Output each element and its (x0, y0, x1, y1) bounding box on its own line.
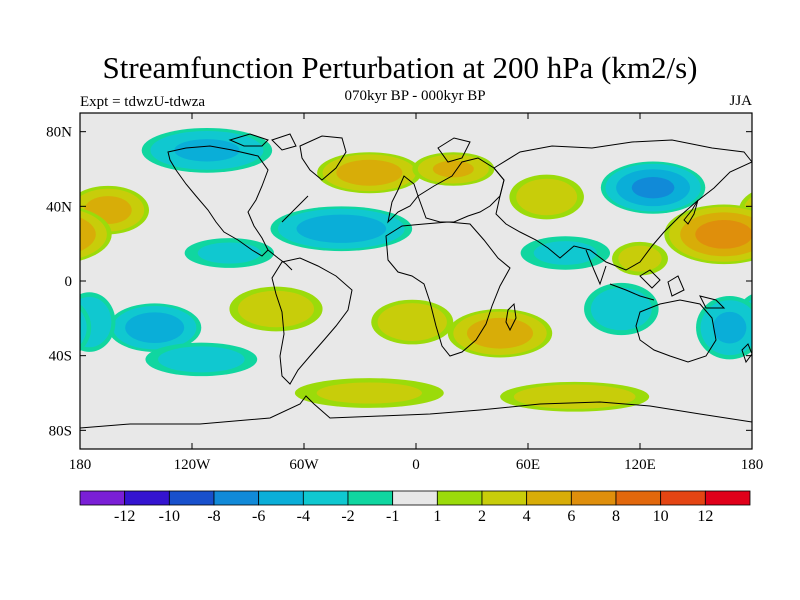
anomaly-contour-15-2 (712, 311, 747, 344)
colorbar-box-11 (570, 490, 617, 506)
x-tick-label-6: 180 (741, 457, 764, 473)
colorbar-box-5 (302, 490, 349, 506)
anomaly-contour-14-1 (590, 287, 652, 331)
streamfunction-field (0, 127, 800, 412)
anomaly-contour-20-1 (618, 245, 662, 272)
anomaly-contour-10-2 (80, 217, 96, 252)
anomaly-contour-10-3 (695, 220, 752, 249)
x-tick-label-3: 0 (412, 457, 420, 473)
colorbar: -12 -10 -8 -6 -4 -2 -1 1 2 4 6 8 10 12 (79, 490, 751, 525)
colorbar-box-12 (615, 490, 662, 506)
anomaly-contour-15-1 (80, 310, 87, 346)
colorbar-label-5: -2 (341, 508, 354, 525)
x-tick-label-2: 60W (289, 457, 319, 473)
anomaly-contour-10-3 (80, 231, 81, 238)
axes: 180 120W 60W 0 60E 120E 180 80N 40N 0 40S 80S (46, 113, 763, 473)
colorbar-box-10 (526, 490, 572, 506)
x-tick-label-4: 60E (516, 457, 540, 473)
y-tick-label-0: 80N (46, 125, 72, 141)
coastlines (80, 133, 752, 429)
anomaly-contour-4-2 (296, 214, 387, 243)
colorbar-box-2 (168, 490, 215, 506)
anomaly-contour-3-2 (174, 139, 240, 162)
chart-title: Streamfunction Perturbation at 200 hPa (… (102, 50, 698, 85)
anomaly-contour-6-2 (336, 159, 403, 186)
x-tick-label-1: 120W (174, 457, 212, 473)
anomaly-contour-15-2 (41, 312, 75, 344)
anomaly-contour-12-1 (377, 303, 447, 341)
colorbar-label-13: 12 (697, 508, 713, 525)
anomaly-contour-9-0 (0, 162, 33, 214)
colorbar-box-0 (79, 490, 126, 506)
y-tick-label-2: 0 (65, 274, 73, 290)
x-tick-label-5: 120E (624, 457, 656, 473)
anomaly-contour-8-1 (516, 178, 578, 216)
colorbar-box-6 (347, 490, 394, 506)
colorbar-label-12: 10 (653, 508, 669, 525)
anomaly-contour-9-1 (0, 164, 29, 212)
colorbar-label-6: -1 (386, 508, 399, 525)
y-tick-label-4: 80S (49, 423, 72, 439)
anomaly-contour-19-1 (316, 382, 422, 404)
y-tick-label-3: 40S (49, 349, 72, 365)
colorbar-box-7 (392, 490, 438, 506)
colorbar-box-14 (704, 490, 751, 506)
colorbar-label-2: -8 (207, 508, 220, 525)
colorbar-box-8 (436, 490, 483, 506)
x-tick-label-0: 180 (69, 457, 92, 473)
anomaly-contour-5-1 (158, 346, 245, 373)
colorbar-label-3: -6 (252, 508, 265, 525)
colorbar-label-9: 4 (523, 508, 531, 525)
colorbar-label-10: 6 (567, 508, 575, 525)
colorbar-label-11: 8 (612, 508, 620, 525)
chart-subtitle: 070kyr BP - 000kyr BP (344, 88, 486, 104)
anomaly-contour-7-2 (432, 160, 474, 178)
anomaly-contour-9-3 (0, 177, 2, 198)
colorbar-box-1 (124, 490, 170, 506)
colorbar-label-4: -4 (297, 508, 310, 525)
colorbar-label-0: -12 (114, 508, 135, 525)
anomaly-contour-0-2 (756, 196, 800, 224)
anomaly-contour-1-0 (780, 303, 800, 351)
anomaly-contour-13-2 (466, 317, 534, 349)
colorbar-box-9 (481, 490, 528, 506)
colorbar-label-8: 2 (478, 508, 486, 525)
colorbar-label-7: 1 (433, 508, 441, 525)
y-tick-label-1: 40N (46, 199, 72, 215)
anomaly-contour-17-1 (197, 242, 261, 264)
anomaly-contour-1-2 (125, 312, 185, 343)
colorbar-label-1: -10 (159, 508, 180, 525)
anomaly-contour-9-3 (631, 177, 675, 199)
season-label: JJA (729, 93, 752, 109)
anomaly-contour-9-2 (0, 169, 18, 206)
colorbar-box-4 (258, 490, 304, 506)
anomaly-contour-11-1 (237, 290, 315, 328)
colorbar-box-13 (660, 490, 706, 506)
colorbar-box-3 (213, 490, 260, 506)
experiment-label: Expt = tdwzU-tdwza (80, 94, 206, 110)
anomaly-contour-1-1 (785, 306, 800, 349)
